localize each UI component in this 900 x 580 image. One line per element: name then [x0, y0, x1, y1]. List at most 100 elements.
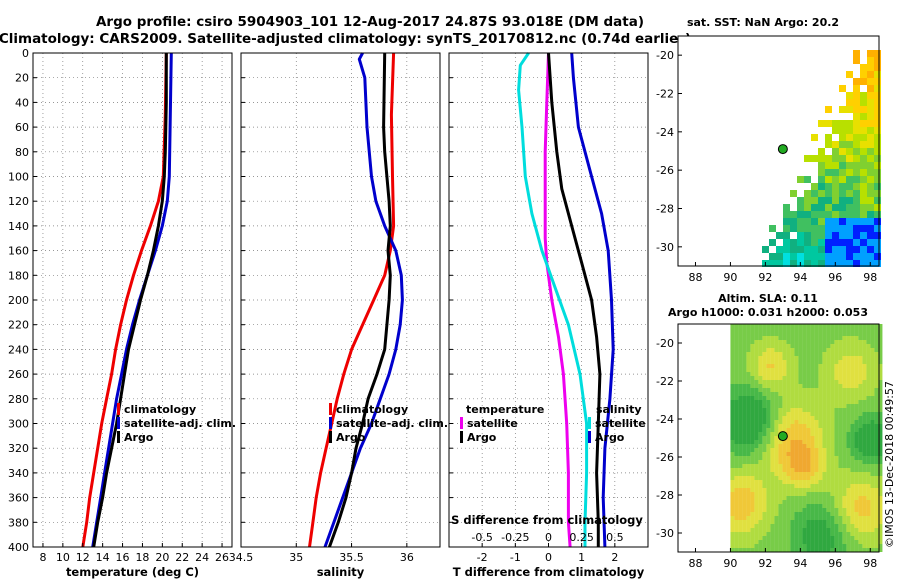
sla-cell: [810, 412, 815, 416]
sla-cell: [782, 332, 787, 336]
sla-cell: [790, 408, 795, 412]
sla-cell: [762, 364, 767, 368]
y-tick-label: 200: [8, 294, 29, 307]
sla-cell: [870, 340, 875, 344]
sst-cell: [776, 232, 783, 239]
sla-cell: [794, 540, 799, 544]
sla-cell: [762, 352, 767, 356]
sla-cell: [878, 360, 883, 364]
sla-cell: [854, 524, 859, 528]
sla-cell: [830, 540, 835, 544]
sla-cell: [802, 512, 807, 516]
x-tick-label: 14: [96, 551, 110, 564]
sla-cell: [822, 408, 827, 412]
sla-cell: [766, 360, 771, 364]
sla-cell: [742, 392, 747, 396]
sst-cell: [839, 120, 846, 127]
sla-cell: [770, 444, 775, 448]
sla-cell: [798, 436, 803, 440]
sst-cell: [846, 218, 853, 225]
sst-cell: [867, 246, 874, 253]
sla-cell: [730, 344, 735, 348]
sla-cell: [862, 480, 867, 484]
sla-cell: [826, 420, 831, 424]
sla-cell: [754, 408, 759, 412]
sla-cell: [866, 516, 871, 520]
sla-cell: [806, 488, 811, 492]
sla-cell: [746, 476, 751, 480]
sla-cell: [846, 452, 851, 456]
sla-cell: [770, 536, 775, 540]
sla-cell: [814, 360, 819, 364]
sla-cell: [834, 544, 839, 548]
sla-cell: [866, 392, 871, 396]
sla-cell: [818, 508, 823, 512]
sla-cell: [862, 420, 867, 424]
sst-cell: [874, 78, 881, 85]
sla-cell: [770, 464, 775, 468]
sla-cell: [778, 428, 783, 432]
sst-map: 88 90 92 94 96 98-20-22-24-26-28-30: [656, 35, 881, 284]
legend-label-sal-argo: Argo: [595, 431, 625, 444]
sla-cell: [730, 524, 735, 528]
sla-cell: [850, 384, 855, 388]
sla-cell: [818, 428, 823, 432]
sla-cell: [766, 476, 771, 480]
sla-cell: [810, 444, 815, 448]
differences-legend: temperature satellite Argo salinity sate…: [460, 403, 646, 444]
sla-cell: [846, 400, 851, 404]
sla-cell: [738, 420, 743, 424]
sla-cell: [802, 376, 807, 380]
sla-cell: [766, 352, 771, 356]
sla-cell: [798, 440, 803, 444]
sla-cell: [734, 392, 739, 396]
sla-cell: [778, 456, 783, 460]
sla-cell: [838, 468, 843, 472]
sla-cell: [730, 384, 735, 388]
sst-cell: [797, 225, 804, 232]
sla-cell: [854, 408, 859, 412]
sla-cell: [874, 508, 879, 512]
sla-cell: [770, 488, 775, 492]
y-tick-label: 100: [8, 171, 29, 184]
sla-cell: [794, 356, 799, 360]
sla-cell: [874, 428, 879, 432]
sla-cell: [806, 524, 811, 528]
sla-cell: [786, 412, 791, 416]
sla-cell: [850, 376, 855, 380]
salinity-legend: climatology satellite-adj. clim. Argo: [329, 403, 448, 444]
sla-cell: [826, 368, 831, 372]
sla-cell: [866, 376, 871, 380]
sla-cell: [750, 520, 755, 524]
sla-cell: [822, 376, 827, 380]
sla-cell: [850, 336, 855, 340]
sla-cell: [762, 532, 767, 536]
sla-cell: [762, 488, 767, 492]
sla-cell: [746, 432, 751, 436]
sst-cell: [839, 141, 846, 148]
sla-cell: [730, 408, 735, 412]
sla-cell: [758, 388, 763, 392]
sla-cell: [858, 416, 863, 420]
sla-cell: [810, 456, 815, 460]
sla-cell: [758, 456, 763, 460]
sla-cell: [802, 528, 807, 532]
sla-cell: [790, 500, 795, 504]
sla-cell: [742, 356, 747, 360]
sst-cell: [874, 71, 881, 78]
sla-cell: [738, 368, 743, 372]
sla-cell: [830, 548, 835, 552]
sla-cell: [762, 392, 767, 396]
sst-cell: [832, 218, 839, 225]
sla-cell: [770, 528, 775, 532]
sla-cell: [750, 360, 755, 364]
sla-cell: [874, 468, 879, 472]
sla-cell: [778, 528, 783, 532]
sla-cell: [846, 384, 851, 388]
sla-cell: [826, 476, 831, 480]
sla-cell: [786, 448, 791, 452]
sla-cell: [782, 460, 787, 464]
sla-cell: [794, 448, 799, 452]
sla-cell: [770, 472, 775, 476]
sla-cell: [810, 452, 815, 456]
